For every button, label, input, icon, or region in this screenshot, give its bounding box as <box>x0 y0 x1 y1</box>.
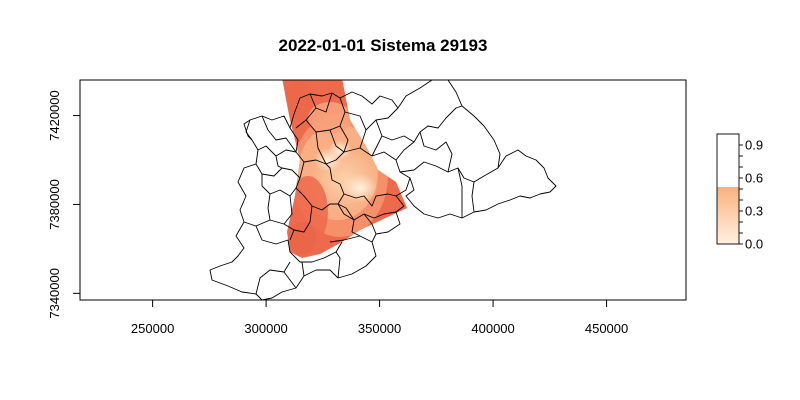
x-tick-label: 300000 <box>244 321 287 336</box>
color-legend: 0.0 0.3 0.6 0.9 <box>716 133 763 252</box>
region-boundaries <box>209 80 557 300</box>
legend-tick-label: 0.6 <box>745 171 763 186</box>
y-tick-label: 7340000 <box>47 268 62 319</box>
x-tick-label: 350000 <box>358 321 401 336</box>
y-axis: 7340000 7380000 7420000 <box>47 90 81 319</box>
y-tick-label: 7380000 <box>47 179 62 230</box>
legend-tick-label: 0.9 <box>745 138 763 153</box>
plot-title: 2022-01-01 Sistema 29193 <box>279 36 488 55</box>
x-tick-label: 250000 <box>131 321 174 336</box>
x-tick-label: 400000 <box>471 321 514 336</box>
legend-tick-label: 0.3 <box>745 204 763 219</box>
legend-top-band <box>717 134 739 187</box>
x-axis: 250000 300000 350000 400000 450000 <box>131 299 628 336</box>
legend-tick-label: 0.0 <box>745 237 763 252</box>
y-tick-label: 7420000 <box>47 90 62 141</box>
x-tick-label: 450000 <box>585 321 628 336</box>
